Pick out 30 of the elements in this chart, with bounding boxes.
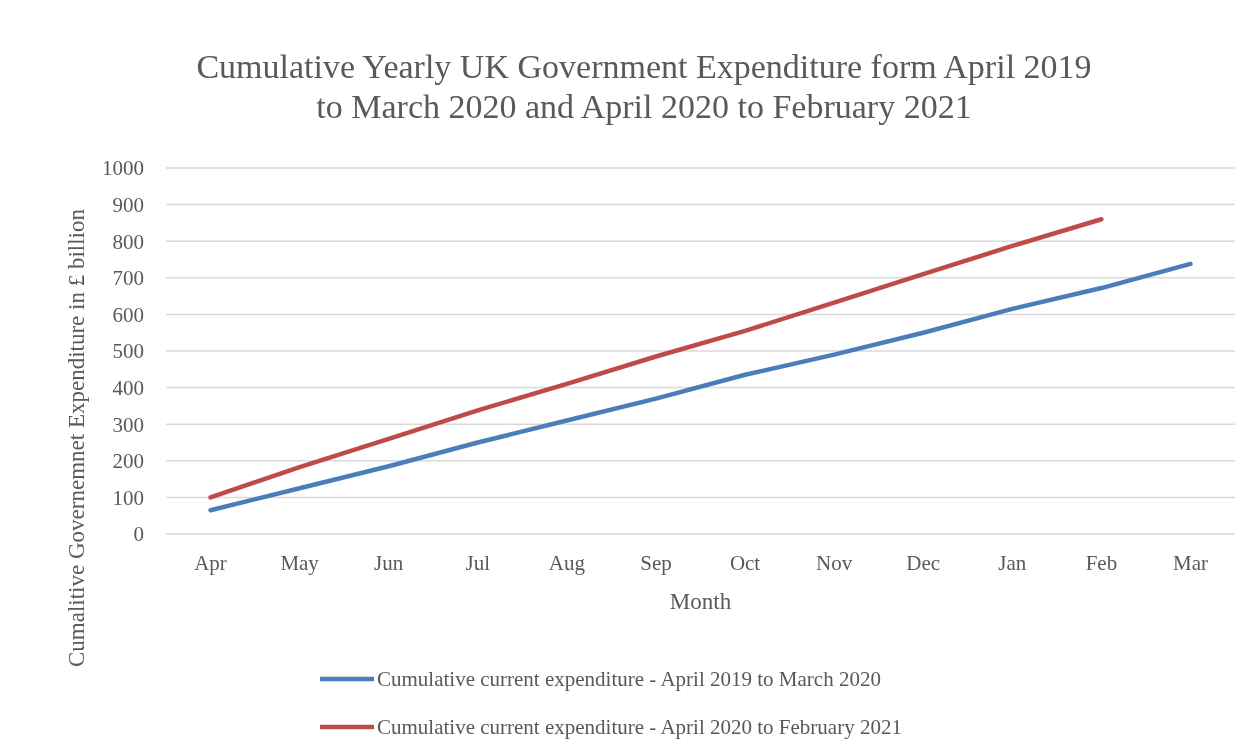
y-tick-label: 800 — [112, 229, 144, 254]
y-tick-label: 100 — [112, 485, 144, 510]
x-tick-label: Jan — [998, 551, 1027, 575]
x-tick-label: Jun — [374, 551, 404, 575]
x-tick-label: Nov — [816, 551, 853, 575]
x-tick-label: Aug — [548, 551, 586, 575]
chart-title: Cumulative Yearly UK Government Expenditure form April 2019 to March 2020 and April 2020 to February 2021 — [196, 48, 1092, 125]
y-tick-label: 200 — [112, 449, 144, 474]
x-tick-label: Apr — [194, 551, 227, 575]
legend-label: Cumulative current expenditure - April 2019 to March 2020 — [377, 667, 881, 692]
x-tick-label: May — [280, 551, 320, 575]
y-axis-title: Cumalitive Governemnet Expenditure in £ billion — [64, 208, 89, 667]
y-tick-label: 900 — [112, 192, 144, 217]
x-tick-label: Sep — [640, 551, 672, 575]
y-tick-label: 1000 — [102, 156, 144, 181]
legend-label: Cumulative current expenditure - April 2020 to February 2021 — [377, 715, 902, 740]
line-series — [208, 216, 1104, 500]
y-tick-label: 600 — [112, 302, 144, 327]
y-tick-label: 500 — [112, 339, 144, 364]
y-tick-label: 300 — [112, 412, 144, 437]
x-tick-label: Jul — [465, 551, 491, 575]
x-axis-title: Month — [669, 589, 732, 614]
y-tick-label: 700 — [112, 266, 144, 291]
y-tick-label: 400 — [112, 375, 144, 400]
x-tick-label: Feb — [1085, 551, 1118, 575]
x-tick-label: Mar — [1172, 551, 1208, 575]
x-tick-label: Dec — [906, 551, 941, 575]
x-tick-label: Oct — [729, 551, 761, 575]
y-tick-label: 0 — [133, 522, 144, 547]
line-series — [208, 261, 1193, 513]
